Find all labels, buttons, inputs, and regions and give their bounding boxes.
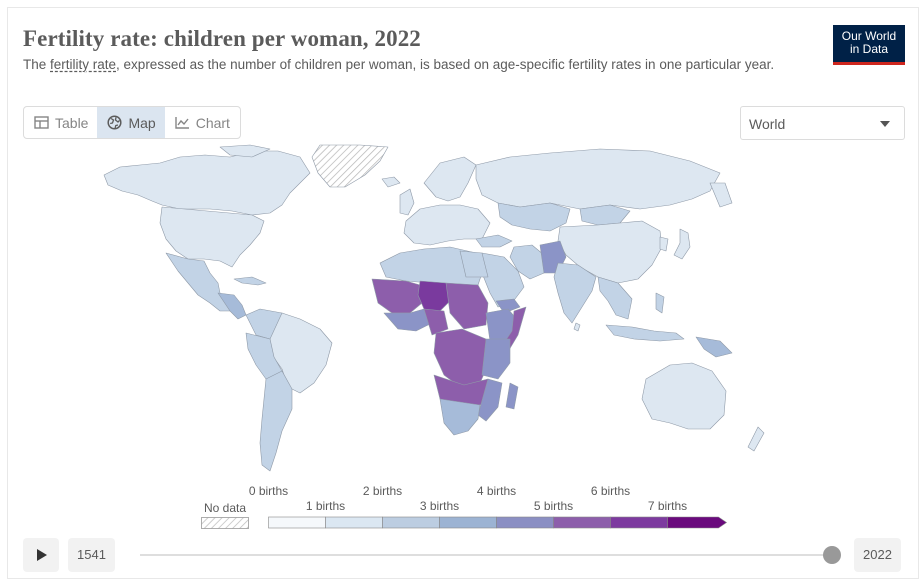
region-arctic-islands[interactable] [219, 144, 271, 158]
region-southern-africa[interactable] [439, 398, 481, 436]
tab-chart[interactable]: Chart [165, 107, 239, 138]
timeline-start-year[interactable]: 1541 [68, 538, 115, 572]
logo-line-1: Our World [841, 29, 897, 43]
region-iran[interactable] [509, 244, 545, 280]
region-east-africa[interactable] [481, 338, 511, 380]
line-chart-icon [175, 116, 190, 129]
tab-chart-label: Chart [195, 114, 230, 131]
legend-label-top-3: 6 births [590, 484, 631, 498]
legend-bin-0[interactable] [268, 516, 326, 529]
legend-no-data-swatch[interactable] [201, 517, 249, 529]
legend-color-bar [268, 516, 728, 529]
region-chad-sudan[interactable] [445, 282, 489, 330]
legend-bin-1[interactable] [325, 516, 383, 529]
region-indonesia[interactable] [605, 324, 685, 342]
world-map [103, 144, 765, 472]
region-select[interactable]: World [740, 106, 905, 140]
legend-bin-7[interactable] [667, 516, 728, 529]
legend-bin-5[interactable] [553, 516, 611, 529]
region-mexico[interactable] [165, 252, 231, 312]
legend-label-bottom-2: 5 births [533, 499, 574, 513]
play-button[interactable] [23, 538, 59, 572]
region-new-zealand[interactable] [747, 426, 765, 452]
legend-label-bottom-1: 3 births [419, 499, 460, 513]
view-tabs: Table Map Chart [23, 106, 241, 139]
subtitle-prefix: The [23, 57, 51, 72]
region-egypt[interactable] [459, 250, 489, 278]
timeline-end-year[interactable]: 2022 [854, 538, 901, 572]
legend-no-data-label: No data [203, 501, 247, 515]
region-russia[interactable] [475, 148, 721, 210]
fertility-rate-link[interactable]: fertility rate [50, 57, 117, 72]
region-iceland[interactable] [381, 176, 401, 188]
tab-table-label: Table [55, 114, 89, 131]
tab-table[interactable]: Table [24, 107, 97, 138]
region-india[interactable] [553, 262, 597, 324]
region-turkey[interactable] [475, 234, 513, 248]
region-scandinavia[interactable] [423, 156, 477, 202]
region-select-value: World [749, 116, 786, 132]
tab-map[interactable]: Map [97, 107, 165, 138]
region-greenland[interactable] [311, 144, 389, 188]
legend-label-bottom-3: 7 births [647, 499, 688, 513]
region-uk[interactable] [399, 188, 415, 216]
region-argentina-chile[interactable] [259, 370, 293, 472]
region-japan[interactable] [673, 228, 691, 260]
region-north-africa[interactable] [379, 246, 483, 286]
legend-label-bottom-0: 1 births [305, 499, 346, 513]
page-title: Fertility rate: children per woman, 2022 [23, 26, 421, 51]
region-yemen[interactable] [495, 298, 521, 314]
region-korea[interactable] [659, 236, 669, 252]
timeline-track[interactable] [140, 554, 832, 556]
region-sri-lanka[interactable] [573, 322, 581, 332]
tab-map-label: Map [128, 114, 156, 131]
legend-bin-3[interactable] [439, 516, 497, 529]
page-subtitle: The fertility rate, expressed as the num… [23, 56, 793, 73]
chevron-down-icon [880, 121, 890, 127]
legend-label-top-0: 0 births [248, 484, 289, 498]
timeline-handle[interactable] [823, 546, 841, 564]
legend-label-top-2: 4 births [476, 484, 517, 498]
logo-line-2: in Data [849, 42, 889, 56]
legend-bin-4[interactable] [496, 516, 554, 529]
globe-icon [107, 115, 123, 130]
legend-bin-2[interactable] [382, 516, 440, 529]
legend-label-top-1: 2 births [362, 484, 403, 498]
region-canada-alaska[interactable] [103, 150, 311, 216]
region-kazakhstan[interactable] [497, 202, 571, 232]
region-madagascar[interactable] [505, 382, 519, 410]
region-australia[interactable] [641, 362, 727, 430]
region-mongolia[interactable] [579, 204, 631, 226]
region-sahel-west[interactable] [371, 278, 423, 314]
region-philippines[interactable] [655, 292, 665, 314]
map-legend: No data 0 births 2 births 4 births 6 births… [196, 482, 736, 532]
region-southeast-asia[interactable] [597, 276, 633, 320]
subtitle-rest: , expressed as the number of children pe… [116, 57, 775, 72]
region-papua[interactable] [695, 336, 733, 358]
region-kamchatka[interactable] [709, 182, 733, 208]
region-nigeria[interactable] [423, 308, 449, 336]
region-caribbean[interactable] [233, 276, 267, 286]
region-united-states[interactable] [159, 206, 265, 268]
owid-logo[interactable]: Our World in Data [833, 25, 905, 65]
region-china[interactable] [557, 220, 663, 284]
table-icon [34, 116, 49, 129]
legend-bin-6[interactable] [610, 516, 668, 529]
